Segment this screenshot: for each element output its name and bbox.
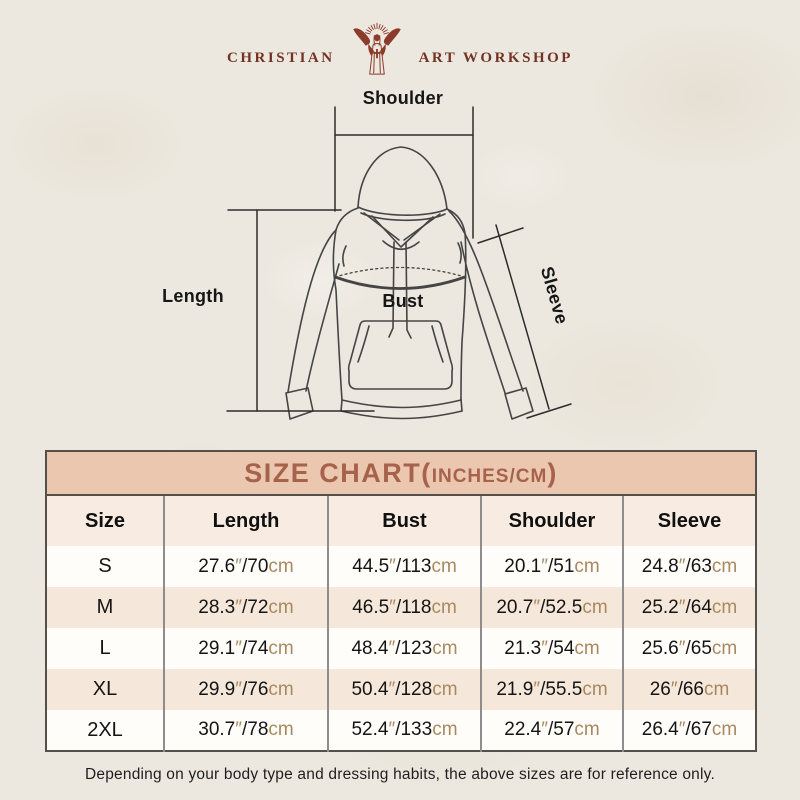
size-row-m: M 28.3″/72cm 46.5″/118cm 20.7″/52.5cm 25.2″/… [46, 587, 756, 628]
column-header-sleeve: Sleeve [622, 495, 756, 546]
length-measurement: 30.7″/78cm [163, 710, 328, 751]
size-label: XL [92, 678, 118, 700]
column-header-shoulder: Shoulder [480, 495, 623, 546]
column-header-length: Length [163, 495, 328, 546]
shoulder-label: Shoulder [362, 88, 444, 108]
size-label: S [98, 555, 112, 577]
shoulder-measurement: 21.9″/55.5cm [480, 669, 623, 710]
size-label: M [96, 596, 114, 618]
bust-line [333, 266, 467, 290]
sleeve-measure-line [477, 224, 572, 419]
brand-logo: CHRISTIAN [0, 12, 800, 86]
size-chart-table: SIZE CHART(INCHES/CM) Size Length Bust Shou… [45, 450, 757, 752]
jesus-open-arms-rays-cross-icon [352, 22, 401, 75]
column-header-bust: Bust [327, 495, 481, 546]
robe-outline [368, 35, 385, 75]
shoulder-measurement: 22.4″/57cm [480, 710, 623, 751]
sleeve-measurement: 26″/66cm [622, 669, 756, 710]
length-measurement: 28.3″/72cm [163, 587, 328, 628]
brand-name-right: ART WORKSHOP [418, 49, 573, 66]
length-measurement: 27.6″/70cm [163, 546, 328, 587]
bust-label: Bust [382, 291, 424, 311]
bust-measurement: 44.5″/113cm [327, 546, 481, 587]
hoodie-measurement-diagram: Shoulder Length Bust Sleeve [0, 85, 800, 450]
shoulder-measurement: 20.7″/52.5cm [480, 587, 623, 628]
size-chart-title-main: SIZE CHART( [244, 457, 432, 488]
chest-cross-icon [372, 49, 381, 59]
size-row-xl: XL 29.9″/76cm 50.4″/128cm 21.9″/55.5cm 26″/6… [46, 669, 756, 710]
brand-name-left: CHRISTIAN [227, 49, 335, 66]
halo-rays [364, 22, 389, 35]
length-measure-line [226, 209, 375, 412]
size-row-2xl: 2XL 30.7″/78cm 52.4″/133cm 22.4″/57cm 26.4″/… [46, 710, 756, 751]
sleeve-measurement: 25.6″/65cm [622, 628, 756, 669]
size-row-s: S 27.6″/70cm 44.5″/113cm 20.1″/51cm 24.8″/63… [46, 546, 756, 587]
bust-measurement: 48.4″/123cm [327, 628, 481, 669]
hood [357, 146, 448, 251]
reference-note: Depending on your body type and dressing… [85, 766, 715, 783]
kangaroo-pocket [347, 320, 454, 390]
size-row-l: L 29.1″/74cm 48.4″/123cm 21.3″/54cm 25.6″/65… [46, 628, 756, 669]
shoulder-measurement: 20.1″/51cm [480, 546, 623, 587]
length-measurement: 29.9″/76cm [163, 669, 328, 710]
bust-measurement: 50.4″/128cm [327, 669, 481, 710]
shoulder-measure-line [334, 106, 474, 239]
sleeve-measurement: 24.8″/63cm [622, 546, 756, 587]
size-chart-title: SIZE CHART(INCHES/CM) [46, 451, 756, 496]
size-label: 2XL [87, 718, 123, 741]
drawstrings [388, 241, 412, 339]
length-measurement: 29.1″/74cm [163, 628, 328, 669]
column-header-size: Size [46, 495, 164, 546]
size-chart-title-row: SIZE CHART(INCHES/CM) [46, 451, 756, 496]
sleeve-measurement: 26.4″/67cm [622, 710, 756, 751]
body [332, 207, 467, 420]
measurement-lines [226, 106, 572, 419]
hoodie-drawing [226, 106, 572, 420]
right-sleeve [448, 210, 534, 420]
bust-measurement: 52.4″/133cm [327, 710, 481, 751]
column-header-row: Size Length Bust Shoulder Sleeve [46, 495, 756, 546]
bust-measurement: 46.5″/118cm [327, 587, 481, 628]
size-label: L [99, 637, 111, 659]
size-chart-title-close: ) [547, 457, 558, 488]
sleeve-measurement: 25.2″/64cm [622, 587, 756, 628]
length-label: Length [162, 286, 224, 306]
size-chart-title-units: INCHES/CM [431, 465, 548, 487]
shoulder-measurement: 21.3″/54cm [480, 628, 623, 669]
size-table-body: S 27.6″/70cm 44.5″/113cm 20.1″/51cm 24.8″/63… [46, 546, 756, 751]
